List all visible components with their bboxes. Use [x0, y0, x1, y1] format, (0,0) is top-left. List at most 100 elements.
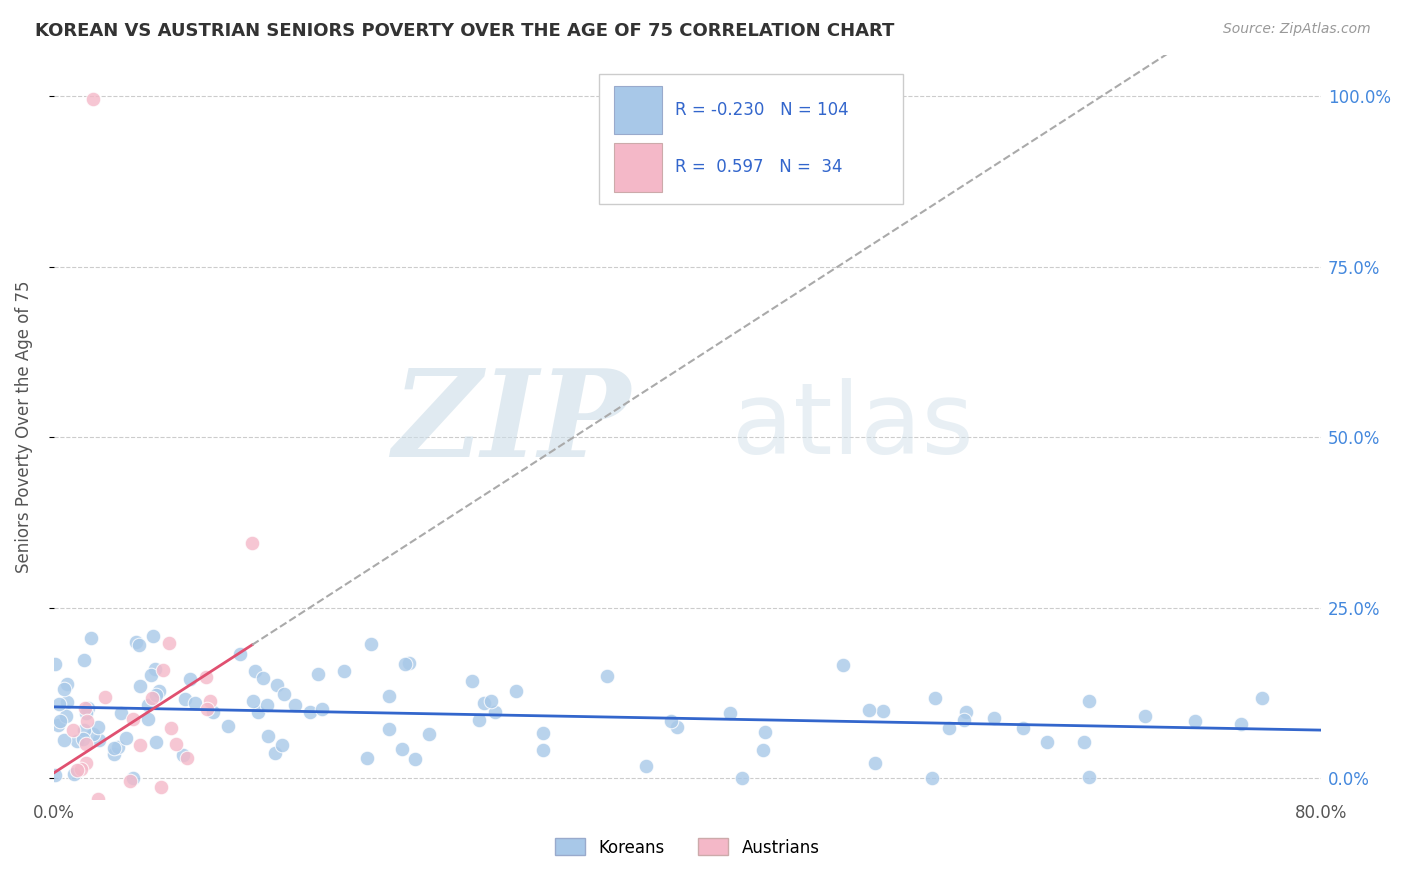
Koreans — [143, 662, 166, 676]
Text: R =  0.597   N =  34: R = 0.597 N = 34 — [675, 159, 842, 177]
Austrians — [62, 723, 84, 738]
Koreans — [1073, 735, 1095, 749]
Austrians — [87, 792, 110, 806]
Koreans — [174, 692, 197, 706]
Koreans — [129, 679, 152, 693]
Austrians — [75, 701, 97, 715]
Koreans — [62, 767, 84, 781]
Koreans — [533, 726, 555, 740]
Koreans — [596, 668, 619, 682]
Koreans — [955, 705, 977, 719]
Austrians — [60, 805, 83, 820]
Koreans — [307, 667, 329, 681]
Koreans — [863, 756, 886, 770]
Koreans — [398, 656, 420, 670]
Koreans — [731, 772, 754, 786]
Austrians — [195, 702, 218, 716]
FancyBboxPatch shape — [614, 144, 662, 192]
Koreans — [754, 724, 776, 739]
Austrians — [129, 738, 152, 752]
Text: KOREAN VS AUSTRIAN SENIORS POVERTY OVER THE AGE OF 75 CORRELATION CHART: KOREAN VS AUSTRIAN SENIORS POVERTY OVER … — [35, 22, 894, 40]
Koreans — [333, 665, 356, 679]
Koreans — [136, 698, 159, 712]
Austrians — [141, 690, 163, 705]
Koreans — [1012, 721, 1035, 735]
Koreans — [1077, 694, 1099, 708]
Koreans — [229, 647, 252, 661]
Austrians — [121, 712, 143, 726]
Austrians — [240, 536, 263, 550]
Koreans — [184, 696, 207, 710]
Austrians — [194, 670, 217, 684]
Koreans — [1184, 714, 1206, 728]
Koreans — [49, 714, 72, 728]
Koreans — [80, 631, 103, 645]
Koreans — [145, 734, 167, 748]
Koreans — [257, 729, 280, 743]
Koreans — [73, 723, 96, 737]
Koreans — [87, 733, 110, 747]
Koreans — [479, 694, 502, 708]
Koreans — [924, 690, 946, 705]
Koreans — [73, 652, 96, 666]
Koreans — [141, 668, 163, 682]
Koreans — [299, 705, 322, 719]
Koreans — [831, 658, 853, 673]
Koreans — [55, 695, 77, 709]
Koreans — [256, 698, 278, 713]
Koreans — [217, 718, 239, 732]
Koreans — [44, 768, 66, 782]
Koreans — [242, 694, 264, 708]
Koreans — [266, 678, 288, 692]
Austrians — [176, 751, 198, 765]
Koreans — [148, 684, 170, 698]
Austrians — [70, 762, 93, 776]
Austrians — [157, 636, 180, 650]
Koreans — [72, 732, 94, 747]
Text: atlas: atlas — [731, 378, 973, 475]
Austrians — [53, 805, 76, 820]
Austrians — [165, 737, 187, 751]
Koreans — [360, 637, 382, 651]
Koreans — [531, 743, 554, 757]
Koreans — [107, 740, 129, 755]
Koreans — [55, 677, 77, 691]
Koreans — [202, 706, 225, 720]
Koreans — [247, 705, 270, 719]
Koreans — [665, 720, 688, 734]
Koreans — [659, 714, 682, 728]
Koreans — [1133, 709, 1156, 723]
Koreans — [461, 674, 484, 689]
Koreans — [75, 706, 97, 721]
Koreans — [484, 706, 506, 720]
Koreans — [110, 706, 132, 720]
Koreans — [938, 721, 960, 735]
Koreans — [179, 672, 201, 686]
Koreans — [264, 746, 287, 760]
Austrians — [120, 805, 142, 820]
Austrians — [75, 737, 97, 751]
Austrians — [77, 805, 100, 820]
Austrians — [60, 805, 83, 820]
Austrians — [160, 721, 183, 735]
Koreans — [467, 714, 489, 728]
Koreans — [271, 738, 294, 752]
Koreans — [474, 697, 496, 711]
Koreans — [53, 732, 76, 747]
Koreans — [1251, 691, 1274, 706]
Koreans — [953, 713, 976, 727]
Koreans — [634, 759, 657, 773]
Austrians — [150, 780, 173, 794]
Koreans — [1078, 770, 1101, 784]
Koreans — [311, 702, 333, 716]
Koreans — [82, 727, 104, 741]
Koreans — [394, 657, 416, 672]
Koreans — [53, 682, 76, 697]
Austrians — [52, 805, 75, 820]
Koreans — [103, 747, 125, 761]
Austrians — [82, 93, 104, 107]
Koreans — [751, 742, 773, 756]
Koreans — [858, 703, 880, 717]
Austrians — [76, 714, 98, 728]
Koreans — [86, 720, 108, 734]
